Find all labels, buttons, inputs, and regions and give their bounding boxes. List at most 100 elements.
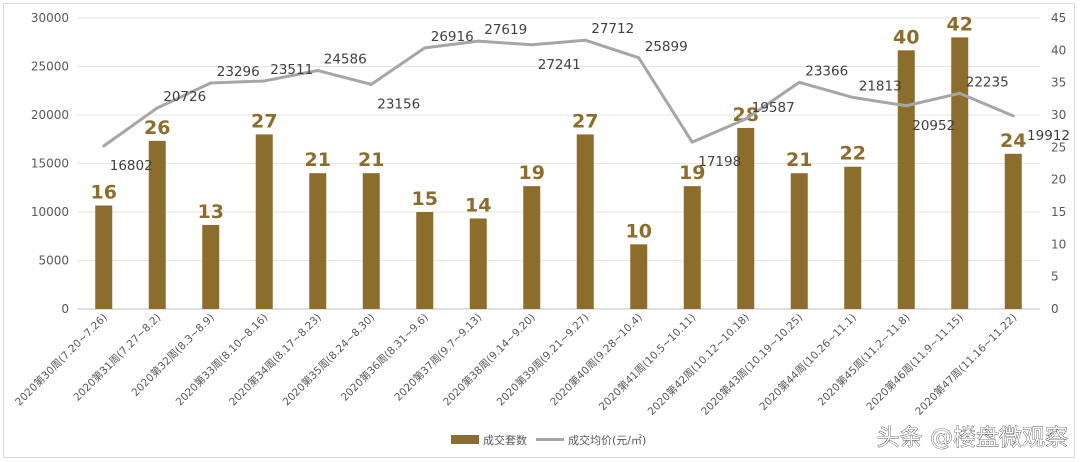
- y-left-tick-label: 10000: [31, 205, 69, 219]
- bar: [630, 244, 648, 309]
- y-left-tick-label: 30000: [31, 11, 69, 25]
- line-point: [530, 43, 534, 47]
- legend-label-bars: 成交套数: [483, 433, 527, 447]
- gridlines: [77, 17, 1040, 310]
- bar-data-label: 14: [465, 194, 491, 216]
- line-data-label: 20952: [912, 118, 955, 134]
- x-tick-label: 2020第42周(10.12~10.18): [645, 311, 752, 418]
- bar: [683, 186, 701, 309]
- line-point: [797, 80, 801, 84]
- y-left-tick-label: 25000: [31, 60, 69, 74]
- x-tick-label: 2020第34周(8.17~8.23): [226, 311, 323, 408]
- bar-data-label: 16: [91, 182, 117, 204]
- bar-data-label: 26: [144, 117, 170, 139]
- bar-data-label: 21: [786, 149, 812, 171]
- bar: [951, 37, 969, 310]
- x-tick-label: 2020第37周(9.7~9.13): [392, 311, 485, 404]
- y-left-tick-label: 0: [61, 302, 69, 316]
- line-data-label: 16802: [110, 158, 153, 174]
- legend-swatch-bars: [451, 435, 479, 444]
- line-path: [102, 38, 1014, 148]
- line-point: [904, 104, 908, 108]
- line-data-label: 27619: [484, 22, 527, 38]
- line-data-label: 27241: [538, 57, 581, 73]
- x-tick-label: 2020第41周(10.5~10.11): [596, 311, 698, 413]
- line-point: [583, 38, 587, 42]
- line-data-label: 17198: [698, 154, 741, 170]
- x-tick-label: 2020第40周(9.28~10.4): [547, 311, 644, 408]
- y-right-tick-label: 15: [1051, 205, 1066, 219]
- line-data-label: 20726: [163, 89, 206, 105]
- bar-data-label: 42: [947, 13, 973, 35]
- line-point: [423, 46, 427, 50]
- line-point: [369, 82, 373, 86]
- line-point: [262, 79, 266, 83]
- bar: [309, 173, 327, 309]
- line-data-label: 27712: [591, 21, 634, 37]
- bar: [95, 205, 113, 309]
- x-tick-label: 2020第39周(9.21~9.27): [494, 311, 591, 408]
- bar: [416, 212, 434, 309]
- x-tick-label: 2020第45周(11.2~11.8): [815, 311, 912, 408]
- line-data-label: 23366: [805, 63, 848, 79]
- line-point: [476, 39, 480, 43]
- line-point: [637, 56, 641, 60]
- bar: [790, 173, 808, 309]
- bar-data-label: 19: [519, 162, 545, 184]
- bar: [737, 127, 755, 309]
- bar: [148, 140, 166, 309]
- bar-data-label: 21: [305, 149, 331, 171]
- line-data-label: 26916: [431, 29, 474, 45]
- line-data-label: 22235: [966, 74, 1009, 90]
- bar: [576, 134, 594, 309]
- line-data-label: 23156: [377, 96, 420, 112]
- x-tick-label: 2020第38周(9.14~9.20): [440, 311, 537, 408]
- line-data-label: 23511: [270, 62, 313, 78]
- line-point: [851, 95, 855, 99]
- bar: [202, 224, 220, 309]
- line-series: 16802 20726 23296 23511 24586 23156 26916 27619…: [102, 21, 1070, 174]
- line-point: [155, 106, 159, 110]
- line-point: [209, 81, 213, 85]
- y-left-tick-label: 15000: [31, 157, 69, 171]
- x-tick-label: 2020第36周(8.31~9.6): [338, 311, 431, 404]
- y-right-tick-label: 20: [1051, 173, 1066, 187]
- x-tick-label: 2020第43周(10.19~10.25): [698, 311, 805, 418]
- y-right-tick-label: 10: [1051, 237, 1066, 251]
- y-axis-left: 0 5000 10000 15000 20000 25000 30000: [31, 11, 69, 316]
- bar-data-label: 10: [626, 220, 652, 242]
- line-data-label: 25899: [645, 39, 688, 55]
- line-point: [1011, 114, 1015, 118]
- line-data-label: 23296: [217, 64, 260, 80]
- line-data-label: 19587: [752, 100, 795, 116]
- x-tick-label: 2020第47周(11.16~11.22): [912, 311, 1019, 418]
- x-tick-label: 2020第33周(8.10~8.16): [173, 311, 270, 408]
- line-point: [102, 144, 106, 148]
- bar-data-label: 27: [572, 110, 598, 132]
- bar: [523, 186, 541, 309]
- bar-data-label: 15: [412, 188, 438, 210]
- x-tick-label: 2020第35周(8.24~8.30): [280, 311, 377, 408]
- y-right-tick-label: 30: [1051, 108, 1066, 122]
- bar: [1004, 153, 1022, 309]
- line-data-label: 21813: [859, 78, 902, 94]
- watermark: 头条 @楼盘微观察: [877, 425, 1068, 451]
- bar: [469, 218, 487, 309]
- bar-data-label: 40: [893, 26, 919, 48]
- line-point: [958, 91, 962, 95]
- y-right-tick-label: 25: [1051, 140, 1066, 154]
- x-axis: 2020第30周(7.20~7.26)2020第31周(7.27~8.2)202…: [12, 311, 1019, 418]
- y-right-tick-label: 35: [1051, 76, 1066, 90]
- legend: 成交套数 成交均价(元/㎡): [451, 433, 646, 447]
- line-data-label: 19912: [1027, 128, 1070, 144]
- x-tick-label: 2020第30周(7.20~7.26): [12, 311, 109, 408]
- y-left-tick-label: 20000: [31, 108, 69, 122]
- bar: [255, 134, 273, 309]
- y-right-tick-label: 40: [1051, 43, 1066, 57]
- x-tick-label: 2020第44周(10.26~11.1): [757, 311, 859, 413]
- bar-data-label: 22: [840, 143, 866, 165]
- bar-data-label: 24: [1000, 130, 1026, 152]
- bar-data-label: 13: [198, 201, 224, 223]
- bar-data-label: 19: [679, 162, 705, 184]
- bar-data-label: 27: [251, 110, 277, 132]
